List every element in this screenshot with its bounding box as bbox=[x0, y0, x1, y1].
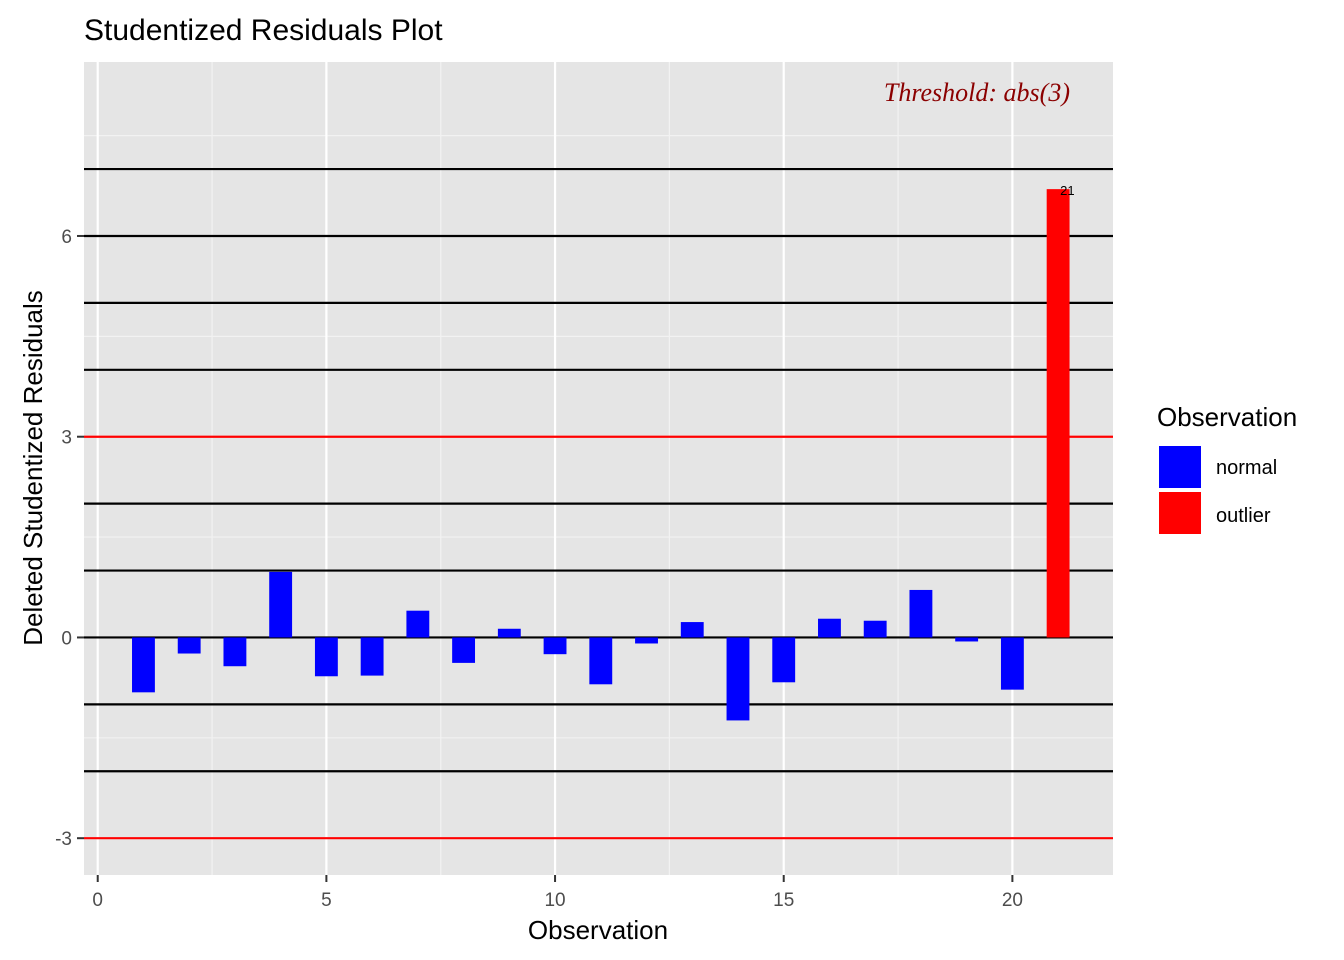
bar-labels: 21 bbox=[1060, 183, 1074, 198]
bar-obs-4 bbox=[269, 571, 293, 638]
bar-obs-15 bbox=[772, 637, 796, 683]
bar-obs-14 bbox=[726, 637, 750, 721]
legend-key-outlier bbox=[1159, 492, 1201, 534]
bar-obs-19 bbox=[955, 637, 979, 642]
x-tick-label: 20 bbox=[1002, 890, 1023, 911]
bar-obs-21 bbox=[1046, 189, 1070, 638]
bars bbox=[132, 189, 1070, 721]
minor-gridlines bbox=[84, 62, 1113, 875]
y-tick-label: -3 bbox=[55, 829, 72, 850]
x-axis-ticks: 0 5 10 15 20 bbox=[92, 875, 1023, 911]
x-tick-label: 15 bbox=[773, 890, 794, 911]
bar-obs-12 bbox=[635, 637, 658, 644]
reference-lines bbox=[84, 167, 1113, 773]
bar-obs-10 bbox=[543, 637, 567, 655]
y-axis-label: Deleted Studentized Residuals bbox=[18, 290, 48, 646]
bar-label-21: 21 bbox=[1060, 183, 1074, 198]
legend-label-normal: normal bbox=[1216, 457, 1277, 479]
legend-key-normal bbox=[1159, 446, 1201, 488]
y-tick-label: 0 bbox=[61, 628, 72, 649]
y-tick-label: 6 bbox=[61, 227, 72, 248]
bar-obs-13 bbox=[680, 622, 704, 638]
plot-panel bbox=[84, 62, 1113, 875]
threshold-lines bbox=[84, 435, 1113, 840]
y-tick-label: 3 bbox=[61, 428, 72, 449]
x-axis-label: Observation bbox=[528, 915, 668, 945]
bar-obs-16 bbox=[818, 618, 841, 638]
x-tick-label: 0 bbox=[92, 890, 103, 911]
bar-obs-20 bbox=[1000, 637, 1024, 690]
bar-obs-5 bbox=[314, 637, 338, 677]
bar-obs-1 bbox=[132, 637, 155, 693]
threshold-annotation: Threshold: abs(3) bbox=[884, 78, 1070, 107]
legend-title: Observation bbox=[1157, 402, 1297, 432]
x-tick-label: 5 bbox=[321, 890, 332, 911]
chart-title: Studentized Residuals Plot bbox=[84, 14, 443, 47]
bar-obs-18 bbox=[909, 589, 933, 638]
bar-obs-9 bbox=[497, 628, 521, 638]
bar-obs-11 bbox=[589, 637, 613, 685]
legend: Observation normal outlier bbox=[1157, 402, 1297, 534]
bar-obs-7 bbox=[406, 610, 430, 638]
bar-obs-3 bbox=[223, 637, 247, 667]
y-axis-ticks: -3 0 3 6 bbox=[55, 227, 84, 850]
x-tick-label: 10 bbox=[544, 890, 565, 911]
legend-label-outlier: outlier bbox=[1216, 505, 1271, 527]
bar-obs-17 bbox=[863, 620, 887, 638]
bar-obs-8 bbox=[452, 637, 476, 663]
bar-obs-6 bbox=[360, 637, 384, 676]
bar-obs-2 bbox=[177, 637, 201, 654]
